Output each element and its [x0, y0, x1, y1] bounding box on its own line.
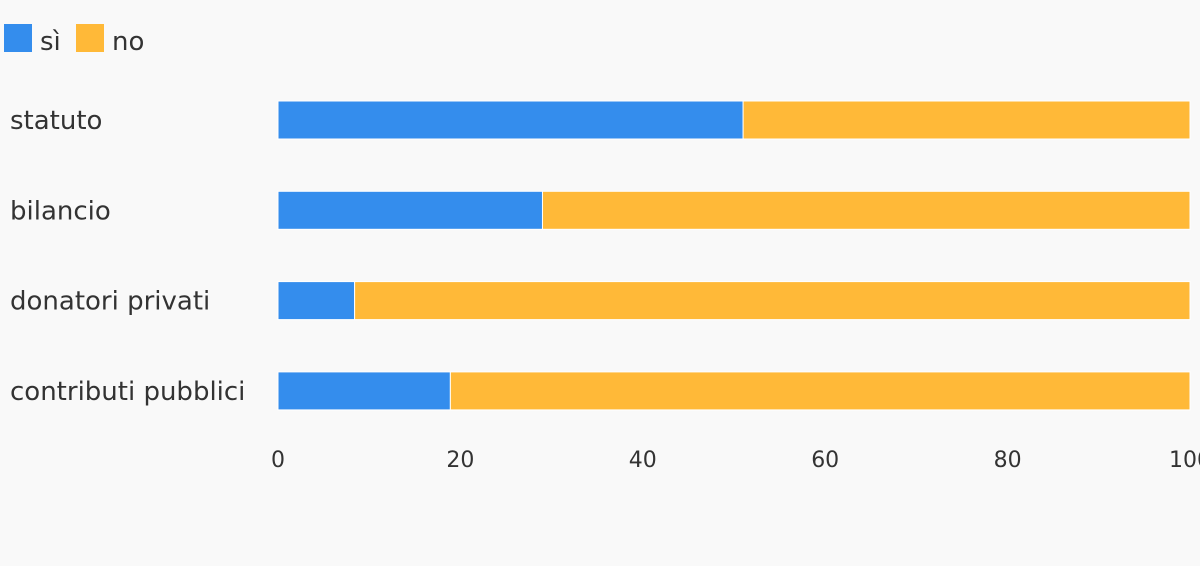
legend-label-si: sì	[40, 27, 61, 57]
x-axis: 0 20 40 60 80 100	[271, 448, 1200, 473]
x-tick-label-40: 40	[629, 448, 657, 473]
bars	[277, 100, 1191, 411]
category-label-bilancio: bilancio	[10, 196, 111, 226]
category-labels: statuto bilancio donatori privati contribut…	[10, 106, 245, 407]
category-label-contributi-pubblici: contributi pubblici	[10, 377, 245, 407]
x-tick-label-20: 20	[446, 448, 474, 473]
bar-bilancio-si	[277, 190, 543, 230]
bar-statuto-si	[277, 100, 744, 140]
bar-donatori-privati-no	[354, 281, 1191, 321]
bar-contributi-pubblici-si	[277, 371, 451, 411]
legend-label-no: no	[112, 27, 144, 57]
legend: sì no	[4, 24, 144, 57]
bar-statuto-no	[742, 100, 1191, 140]
x-tick-label-100: 100	[1169, 448, 1200, 473]
category-label-donatori-privati: donatori privati	[10, 287, 210, 317]
x-tick-label-60: 60	[811, 448, 839, 473]
legend-swatch-no	[76, 24, 104, 52]
x-tick-label-80: 80	[994, 448, 1022, 473]
category-label-statuto: statuto	[10, 106, 102, 136]
bar-donatori-privati-si	[277, 281, 356, 321]
x-tick-label-0: 0	[271, 448, 285, 473]
legend-swatch-si	[4, 24, 32, 52]
bar-contributi-pubblici-no	[449, 371, 1191, 411]
bar-bilancio-no	[541, 190, 1191, 230]
